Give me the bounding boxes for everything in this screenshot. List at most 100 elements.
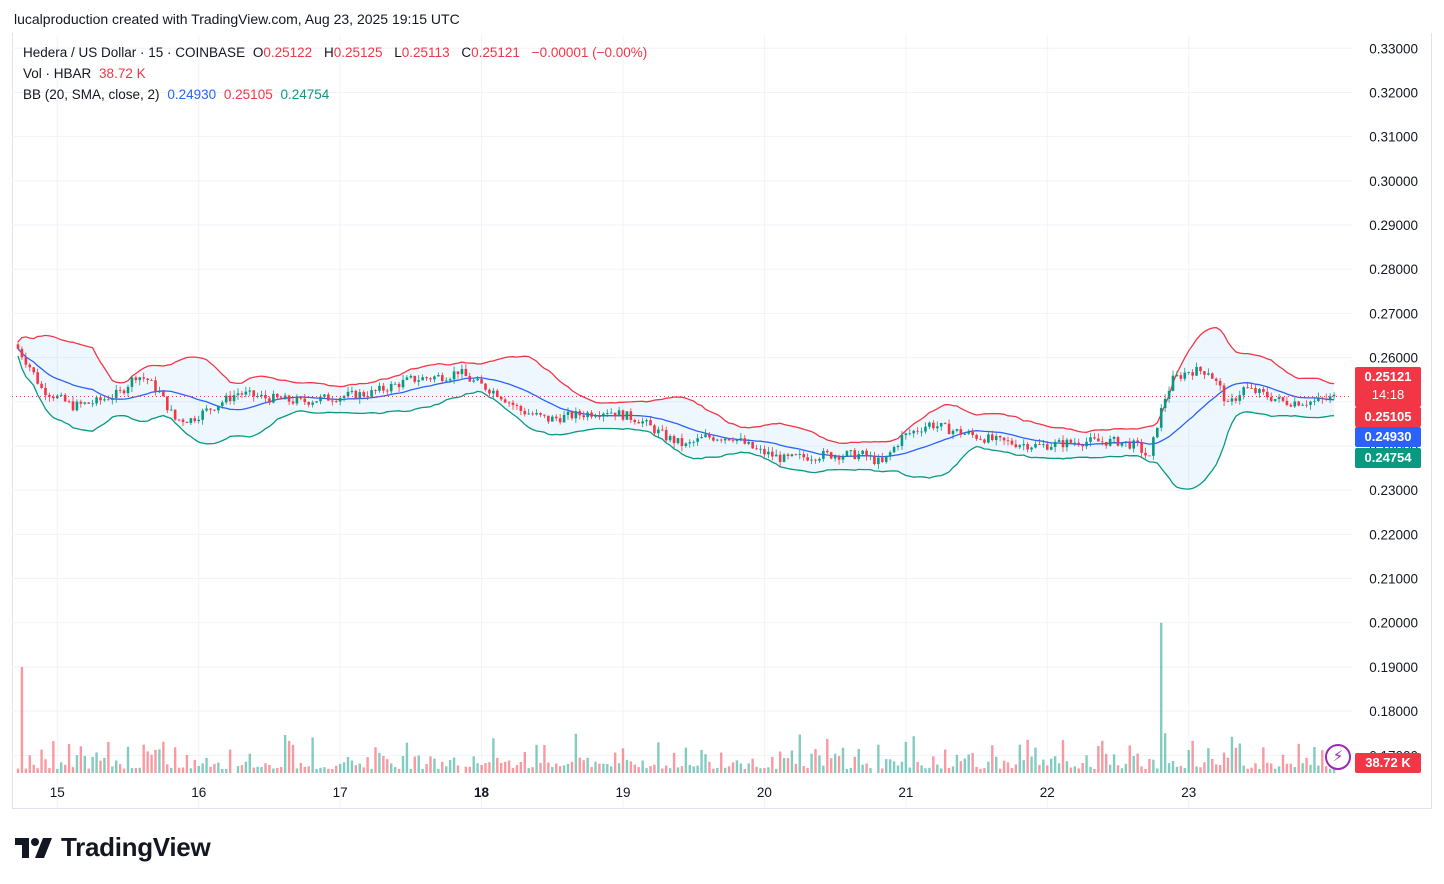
candle-body [1234, 398, 1238, 401]
volume-bar [1002, 760, 1006, 773]
volume-bar [1160, 622, 1163, 773]
candle-body [884, 455, 888, 462]
candle-body [275, 393, 279, 398]
volume-bar [197, 765, 200, 773]
candle-body [1077, 442, 1081, 446]
candle-body [114, 389, 118, 399]
candle-body [1250, 388, 1253, 389]
x-tick-label: 15 [50, 785, 65, 800]
volume-bar [1171, 761, 1175, 773]
candle-body [409, 375, 413, 378]
volume-bar [708, 761, 711, 773]
volume-bar [511, 767, 515, 773]
volume-bar [924, 768, 927, 773]
candle-body [880, 457, 884, 462]
volume-bar [315, 768, 318, 773]
volume-bar [1112, 754, 1116, 773]
candle-body [52, 396, 55, 399]
legend-l-label: L [394, 45, 402, 60]
volume-bar [531, 767, 534, 773]
candle-body [303, 398, 307, 403]
candle-body [20, 348, 24, 358]
candle-body [1097, 438, 1100, 442]
volume-bar [1144, 768, 1147, 773]
volume-bar [904, 741, 908, 773]
volume-bar [48, 768, 51, 773]
volume-bar [547, 762, 550, 773]
volume-bar [28, 755, 31, 773]
volume-bar [177, 767, 181, 773]
candle-body [645, 420, 648, 422]
volume-bar [162, 741, 165, 773]
candle-body [1152, 437, 1155, 456]
volume-bar [778, 751, 782, 773]
volume-bar [303, 766, 306, 773]
volume-bar [1317, 765, 1320, 773]
candle-body [1140, 442, 1143, 453]
legend-bb-label[interactable]: BB (20, SMA, close, 2) [23, 87, 160, 102]
volume-bar [378, 752, 381, 773]
volume-bar [543, 745, 546, 773]
volume-bar [633, 764, 636, 773]
candle-body [719, 439, 723, 441]
volume-bar [1085, 755, 1088, 773]
volume-bar [739, 763, 743, 773]
volume-bar [598, 763, 601, 773]
candle-body [1053, 441, 1057, 448]
legend-volume: Vol · HBAR 38.72 K [23, 66, 150, 81]
volume-bar [1120, 768, 1124, 773]
volume-bar [684, 747, 688, 773]
volume-bar [613, 752, 617, 773]
legend-symbol[interactable]: Hedera / US Dollar · 15 · COINBASE [23, 45, 246, 60]
candle-body [1163, 398, 1167, 409]
volume-bar [405, 742, 409, 773]
candle-body [1320, 397, 1324, 399]
candle-body [1069, 439, 1073, 443]
volume-bar [743, 768, 746, 773]
volume-bar [1262, 747, 1265, 773]
candle-body [217, 405, 220, 411]
volume-bar [346, 756, 350, 773]
volume-bar [1321, 750, 1324, 773]
candle-body [1273, 399, 1277, 401]
candle-body [829, 452, 833, 459]
volume-bar [794, 763, 798, 773]
volume-bar [409, 768, 413, 773]
volume-bar [56, 768, 59, 773]
candle-body [861, 450, 864, 455]
candle-body [570, 411, 574, 419]
candle-body [476, 379, 479, 381]
volume-bar [535, 744, 538, 773]
candle-body [633, 419, 637, 423]
candle-body [55, 395, 59, 399]
candle-body [1045, 444, 1049, 450]
volume-bar [425, 764, 428, 773]
volume-bar [833, 753, 837, 773]
volume-bar [1026, 739, 1029, 773]
x-tick-label: 22 [1040, 785, 1055, 800]
y-tick-label: 0.28000 [1369, 262, 1418, 277]
volume-bar [998, 768, 1002, 773]
tradingview-logo[interactable]: TradingView [15, 832, 211, 863]
candle-body [814, 459, 817, 461]
volume-bar [1093, 768, 1096, 773]
candle-body [503, 399, 507, 403]
volume-bar [704, 754, 707, 773]
volume-bar [67, 744, 71, 773]
candle-body [975, 434, 978, 439]
volume-bar [747, 763, 750, 773]
volume-bar [115, 760, 118, 773]
candle-body [786, 454, 790, 457]
candle-body [1238, 395, 1242, 401]
lightning-icon[interactable]: ⚡ [1325, 744, 1351, 770]
candle-body [1112, 437, 1116, 439]
candle-body [456, 371, 460, 375]
volume-bar [417, 755, 420, 773]
volume-bar [720, 752, 723, 773]
volume-bar [1046, 765, 1049, 773]
volume-bar [967, 754, 970, 773]
legend-vol-label[interactable]: Vol · HBAR [23, 66, 92, 81]
candle-body [1210, 373, 1214, 379]
volume-bar [621, 748, 625, 773]
